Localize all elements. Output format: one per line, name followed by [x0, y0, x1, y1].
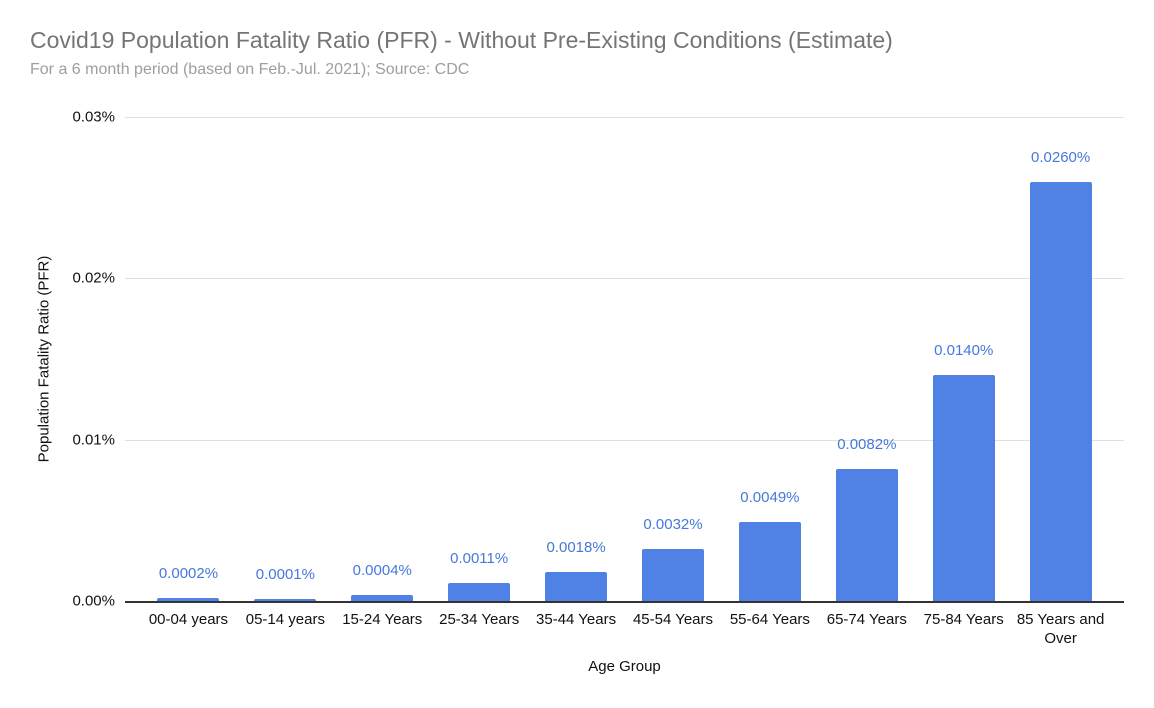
- bar: [448, 583, 511, 601]
- bar-slot: 0.0002% 00-04 years: [140, 117, 237, 628]
- bar-value-label: 0.0018%: [546, 538, 606, 556]
- chart-subtitle: For a 6 month period (based on Feb.-Jul.…: [30, 61, 470, 78]
- bar-slot: 0.0018% 35-44 Years: [528, 117, 625, 628]
- bar: [835, 468, 898, 601]
- bar: [351, 594, 414, 601]
- x-tick-label: 05-14 years: [245, 611, 325, 628]
- bar-slot: 0.0032% 45-54 Years: [625, 117, 722, 628]
- bar-value-label: 0.0001%: [255, 566, 315, 584]
- bar: [1029, 181, 1092, 601]
- chart-title: Covid19 Population Fatality Ratio (PFR) …: [30, 27, 893, 53]
- bar-slot: 0.0001% 05-14 years: [237, 117, 334, 628]
- bar: [932, 375, 995, 601]
- bar-slot: 0.0082% 65-74 Years: [818, 117, 915, 628]
- bar: [641, 549, 704, 601]
- y-axis-ticks: 0.00% 0.01% 0.02% 0.03%: [0, 109, 115, 610]
- bar-value-label: 0.0082%: [837, 435, 897, 453]
- bars: 0.0002% 00-04 years 0.0001% 05-14 years 0.00…: [125, 117, 1124, 647]
- bar: [157, 597, 220, 601]
- x-tick-label: 00-04 years: [148, 611, 229, 628]
- x-tick-label: 45-54 Years: [632, 611, 714, 628]
- y-tick-label: 0.02%: [72, 269, 115, 287]
- y-tick-label: 0.00%: [72, 592, 115, 610]
- bar-value-label: 0.0002%: [158, 564, 219, 582]
- plot-area: 0.0002% 00-04 years 0.0001% 05-14 years 0.00…: [125, 117, 1124, 647]
- y-tick-label: 0.03%: [72, 108, 115, 126]
- bar-value-label: 0.0049%: [740, 488, 800, 506]
- x-tick-label: 55-64 Years: [729, 611, 810, 628]
- gridline: [125, 439, 1124, 441]
- x-tick-label: 75-84 Years: [923, 611, 1004, 628]
- bar-slot: 0.0004% 15-24 Years: [334, 117, 431, 628]
- bar-value-label: 0.0032%: [643, 516, 703, 534]
- bar-slot: 0.0011% 25-34 Years: [431, 117, 528, 628]
- x-tick-label: 35-44 Years: [536, 611, 617, 628]
- bar-value-label: 0.0140%: [934, 342, 994, 360]
- bar-value-label: 0.0260%: [1031, 148, 1091, 166]
- bar: [545, 571, 608, 601]
- bar-slot: 0.0049% 55-64 Years: [721, 117, 818, 628]
- gridline: [125, 117, 1124, 118]
- x-axis-title: Age Group: [588, 658, 661, 675]
- bar-slot: 0.0140% 75-84 Years: [915, 117, 1012, 628]
- bar-value-label: 0.0004%: [352, 561, 412, 579]
- gridline: [125, 278, 1124, 280]
- bar: [738, 521, 801, 601]
- x-tick-label: 25-34 Years: [439, 611, 520, 628]
- x-tick-label: 85 Years and Over: [1016, 611, 1105, 647]
- y-tick-label: 0.01%: [72, 431, 115, 449]
- bar-slot: 0.0260% 85 Years and Over: [1012, 117, 1109, 647]
- bar: [254, 599, 317, 601]
- bar-value-label: 0.0011%: [450, 550, 509, 568]
- x-tick-label: 65-74 Years: [826, 611, 907, 628]
- x-tick-label: 15-24 Years: [342, 611, 423, 628]
